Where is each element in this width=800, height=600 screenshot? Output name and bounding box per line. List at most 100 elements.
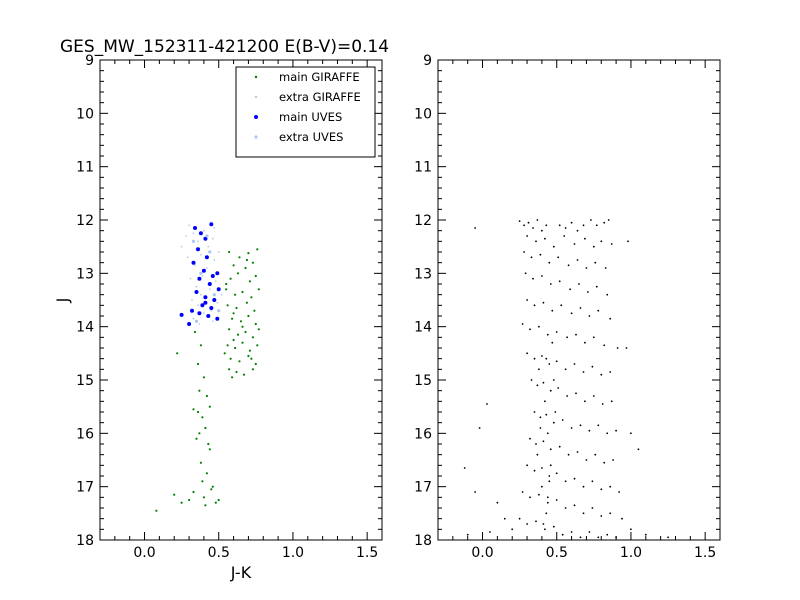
right-point-star-117 [637, 448, 640, 451]
left-point-main-giraffe-20 [231, 317, 234, 320]
left-point-main-giraffe-10 [254, 274, 257, 278]
left-point-main-uves-13 [203, 295, 208, 300]
right-point-star-26 [610, 243, 613, 245]
right-point-star-7 [558, 224, 561, 227]
right-point-star-99 [579, 424, 582, 427]
right-point-star-86 [566, 395, 568, 397]
right-point-star-21 [563, 235, 566, 237]
left-point-main-giraffe-30 [241, 341, 244, 344]
right-point-star-20 [552, 245, 555, 248]
right-y-tick-label: 18 [414, 533, 432, 549]
left-point-main-uves-0 [209, 222, 214, 227]
right-point-star-35 [585, 267, 588, 269]
right-point-star-174 [552, 379, 555, 381]
right-point-star-145 [518, 517, 521, 520]
left-point-main-giraffe-18 [245, 301, 248, 304]
right-point-star-133 [538, 493, 540, 496]
left-point-main-giraffe-22 [247, 314, 250, 318]
right-point-star-51 [551, 309, 554, 312]
right-y-tick-label: 9 [423, 53, 432, 69]
right-point-star-72 [541, 355, 543, 357]
left-point-main-uves-23 [203, 300, 208, 305]
left-point-main-giraffe-53 [202, 376, 205, 379]
right-point-star-17 [526, 235, 528, 237]
right-point-star-161 [489, 531, 491, 533]
right-point-star-104 [630, 432, 632, 435]
right-point-star-121 [548, 475, 551, 477]
left-point-main-giraffe-49 [232, 338, 235, 342]
left-point-extra-uves-6 [217, 309, 221, 313]
right-point-star-100 [588, 429, 591, 432]
left-point-main-giraffe-61 [199, 461, 202, 464]
left-point-main-giraffe-11 [225, 288, 228, 291]
right-point-star-14 [603, 221, 606, 224]
left-point-main-giraffe-43 [241, 325, 244, 328]
right-x-tick-label: 1.0 [620, 545, 642, 561]
right-point-star-167 [549, 464, 552, 467]
left-point-extra-giraffe-22 [192, 317, 195, 320]
left-point-main-giraffe-23 [254, 322, 257, 326]
left-point-main-uves-19 [206, 314, 211, 318]
right-point-star-80 [609, 371, 612, 373]
right-point-star-118 [526, 464, 528, 467]
right-point-star-87 [575, 392, 577, 395]
left-point-extra-giraffe-8 [200, 253, 202, 256]
right-point-star-65 [584, 341, 586, 344]
right-point-star-159 [667, 536, 669, 539]
right-point-star-173 [542, 523, 545, 525]
right-point-star-15 [607, 219, 610, 221]
left-point-main-giraffe-36 [254, 362, 257, 366]
left-point-main-giraffe-72 [176, 352, 179, 355]
left-point-main-giraffe-24 [228, 328, 231, 331]
left-y-tick-label: 17 [76, 480, 94, 496]
right-point-star-81 [530, 379, 533, 381]
left-point-main-uves-4 [196, 247, 200, 252]
right-point-star-77 [582, 371, 585, 373]
left-point-main-giraffe-65 [214, 501, 217, 504]
left-point-main-uves-17 [190, 308, 194, 313]
right-point-star-106 [529, 437, 531, 440]
left-point-main-uves-21 [179, 312, 184, 317]
left-point-main-giraffe-77 [208, 405, 211, 408]
right-point-star-124 [573, 477, 576, 480]
left-x-axis-label: J-K [230, 563, 252, 582]
right-point-star-148 [544, 528, 546, 531]
right-x-tick-label: 1.5 [694, 545, 716, 561]
right-point-star-6 [545, 224, 548, 227]
left-point-main-uves-2 [198, 231, 203, 236]
left-point-main-giraffe-15 [257, 288, 260, 291]
left-point-main-giraffe-76 [217, 498, 220, 502]
right-point-star-111 [567, 453, 570, 456]
left-point-extra-giraffe-23 [198, 323, 201, 325]
right-point-star-18 [535, 240, 537, 243]
right-point-star-131 [521, 491, 524, 493]
left-point-main-uves-3 [203, 236, 208, 241]
right-y-tick-label: 13 [414, 266, 432, 282]
legend-label-extra-giraffe: extra GIRAFFE [279, 90, 361, 104]
left-y-tick-label: 13 [76, 266, 94, 282]
right-y-tick-label: 14 [414, 320, 432, 336]
left-point-main-uves-20 [215, 316, 220, 321]
right-point-star-178 [545, 357, 548, 360]
left-point-main-giraffe-48 [245, 258, 248, 262]
left-y-tick-label: 14 [76, 320, 94, 336]
right-point-star-108 [542, 440, 545, 443]
left-point-main-uves-22 [187, 322, 192, 326]
right-point-star-176 [546, 496, 549, 499]
right-point-star-171 [539, 427, 542, 429]
left-point-main-giraffe-46 [223, 352, 226, 355]
right-y-tick-label: 10 [414, 106, 432, 122]
left-point-main-uves-9 [197, 276, 202, 281]
right-point-star-8 [564, 227, 567, 229]
left-y-tick-label: 12 [76, 213, 94, 229]
left-point-extra-giraffe-27 [180, 245, 183, 248]
right-point-star-75 [564, 368, 567, 371]
left-point-main-giraffe-63 [211, 485, 214, 488]
left-point-main-giraffe-51 [199, 344, 202, 347]
right-point-star-94 [539, 416, 542, 419]
right-point-star-49 [533, 304, 536, 307]
right-point-star-25 [600, 240, 603, 243]
right-point-star-134 [546, 501, 549, 504]
right-point-star-62 [555, 331, 558, 333]
